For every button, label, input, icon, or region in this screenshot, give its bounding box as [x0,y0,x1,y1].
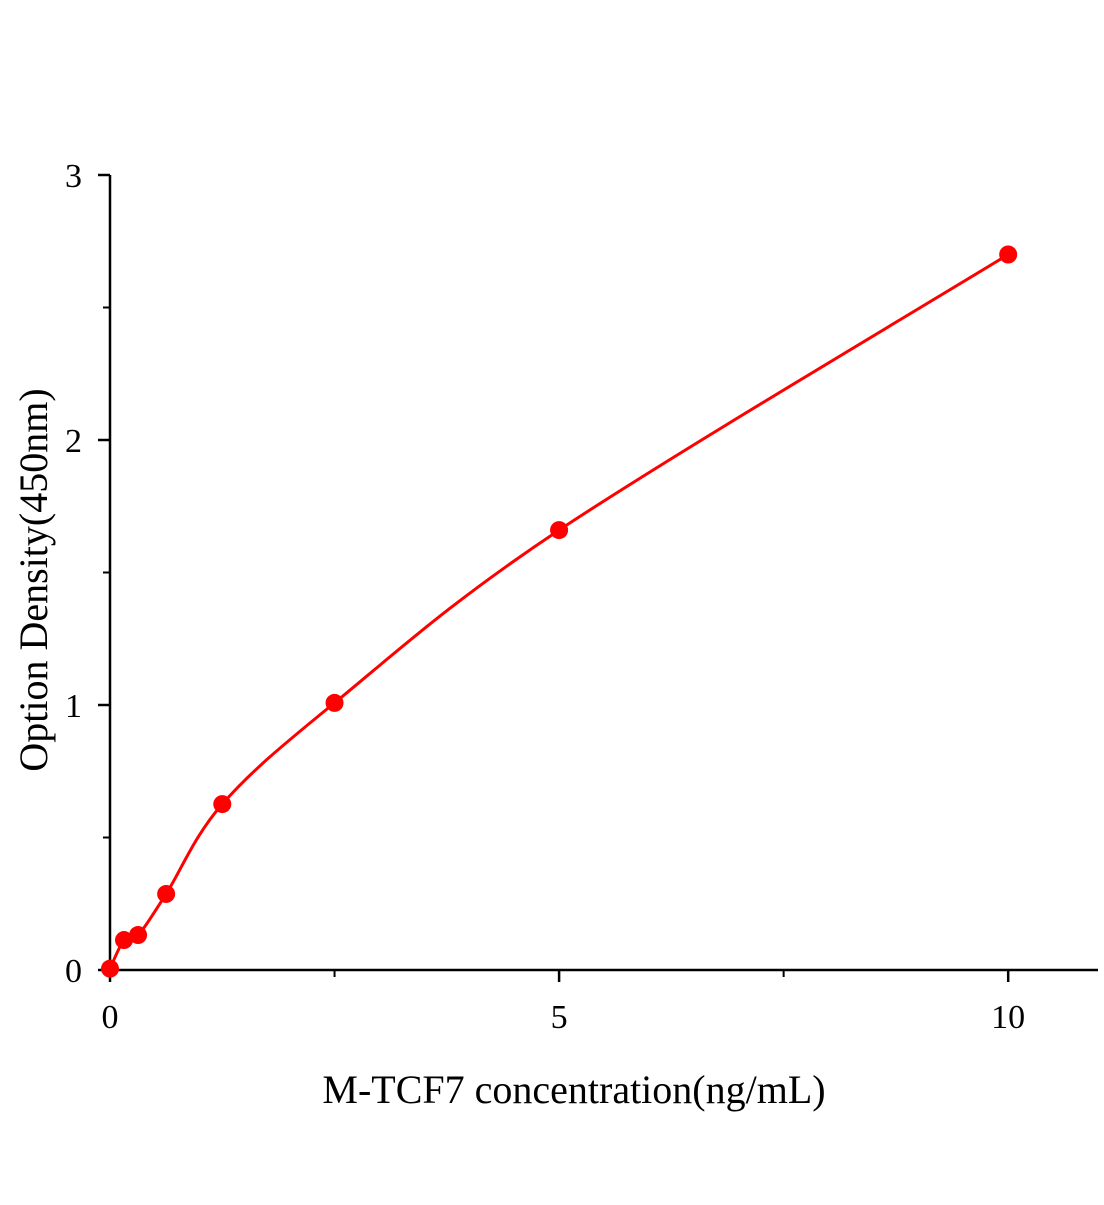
x-tick-label: 0 [102,999,119,1036]
y-axis-label: Option Density(450nm) [11,388,56,771]
x-tick-label: 5 [551,999,568,1036]
data-point [101,959,119,978]
y-tick-label: 2 [65,423,82,460]
data-point [115,931,134,950]
data-point [550,521,569,540]
fit-curve [108,253,1009,970]
y-tick-label: 0 [65,953,82,990]
x-axis-label: M-TCF7 concentration(ng/mL) [322,1067,825,1112]
data-point [325,693,344,712]
data-point [129,926,148,945]
y-tick-label: 1 [65,688,82,725]
data-point [157,884,176,903]
ticks: 0 5 10 0 1 2 3 [65,158,1025,1036]
data-point [999,245,1018,264]
y-tick-label: 3 [65,158,82,195]
data-point [213,795,232,814]
data-points [101,245,1018,978]
x-tick-label: 10 [991,999,1025,1036]
axes [108,175,1098,972]
